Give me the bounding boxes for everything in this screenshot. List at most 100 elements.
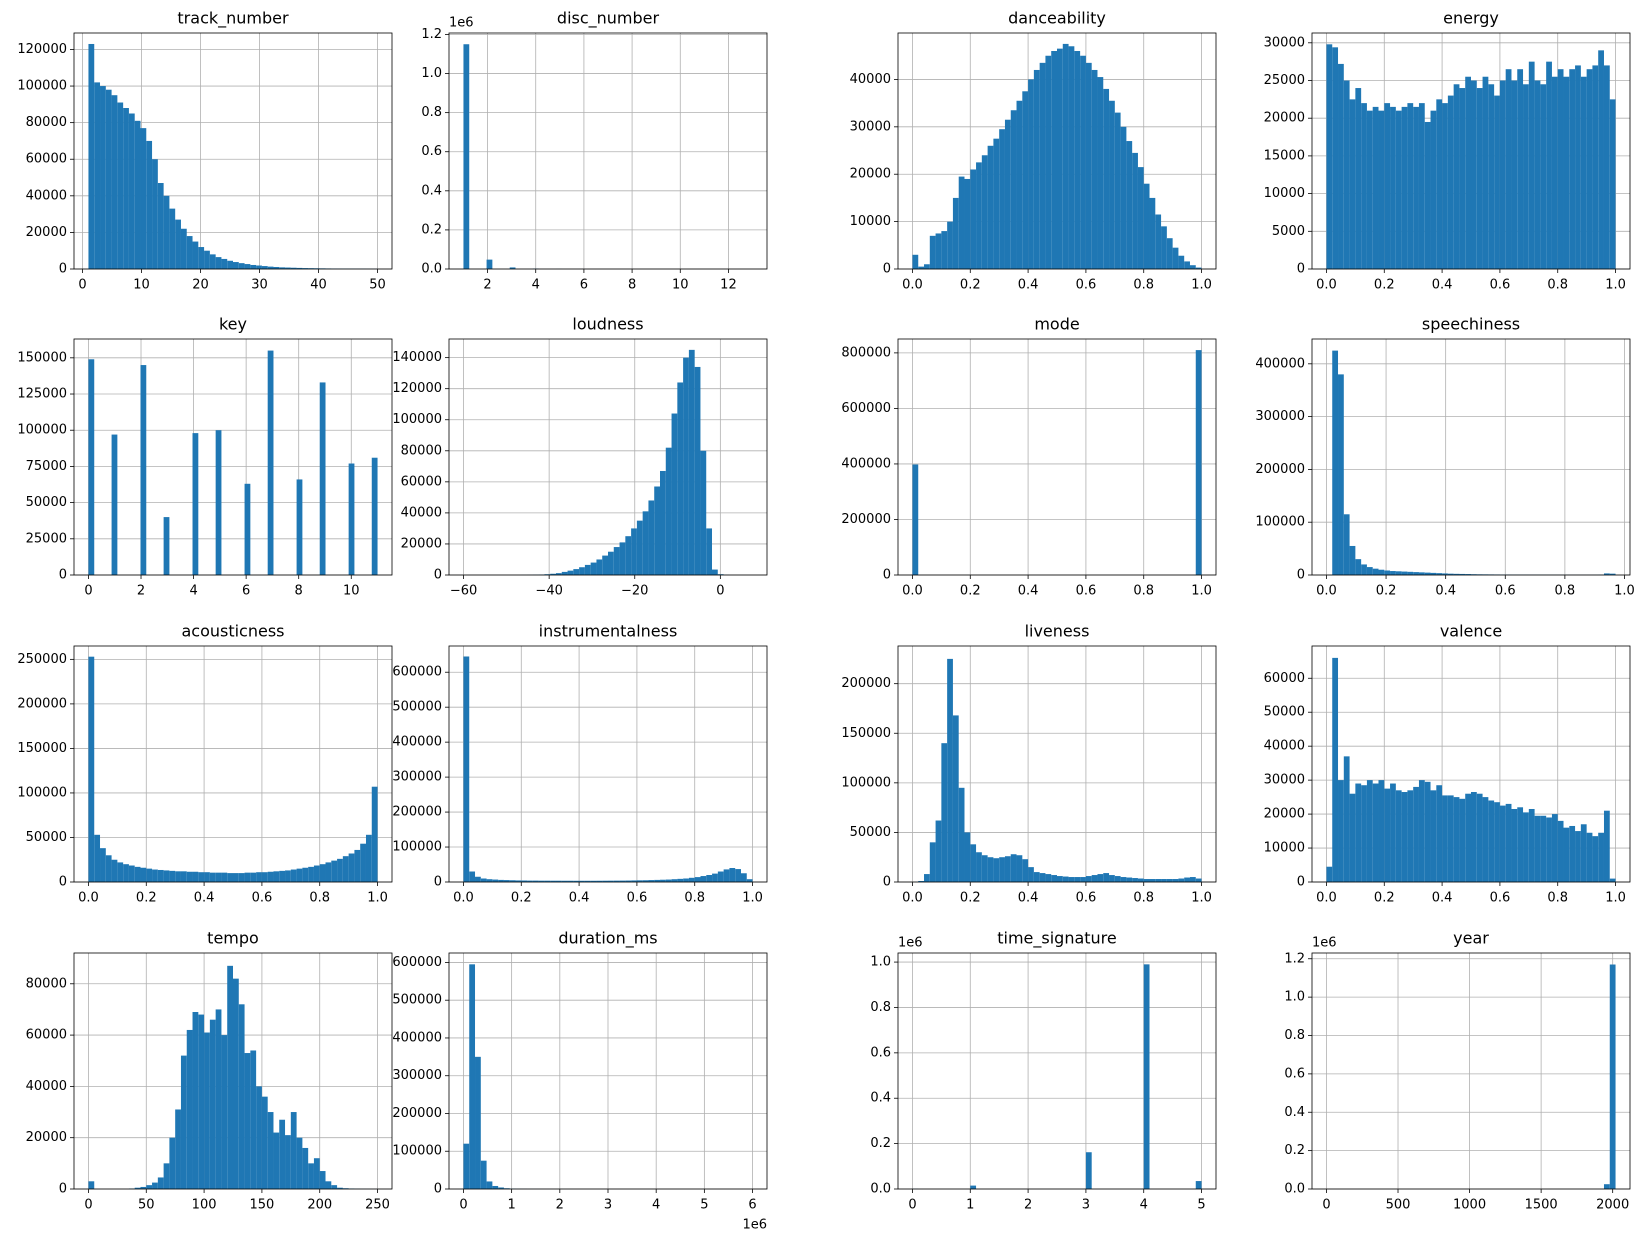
bar xyxy=(1350,794,1356,882)
y-tick-label: 10000 xyxy=(1264,186,1305,201)
bar xyxy=(1413,572,1419,575)
bar xyxy=(314,866,320,882)
bar xyxy=(596,559,602,575)
x-tick-label: 1.0 xyxy=(1605,278,1626,293)
bar xyxy=(152,870,158,882)
x-tick-label: 0.8 xyxy=(1133,891,1154,906)
bar xyxy=(1196,1181,1202,1189)
bar xyxy=(718,872,724,882)
bar xyxy=(320,382,326,575)
bar xyxy=(1581,77,1587,269)
bar xyxy=(1488,801,1494,882)
bar xyxy=(1604,65,1610,269)
y-tick-label: 0.6 xyxy=(870,1045,891,1060)
bar xyxy=(1196,350,1202,575)
bar xyxy=(487,879,493,882)
bar xyxy=(256,872,262,882)
bar xyxy=(181,229,187,269)
bar xyxy=(1610,879,1616,882)
y-tick-label: 60000 xyxy=(401,474,442,489)
x-tick-label: 0.2 xyxy=(960,278,981,293)
bar xyxy=(1344,81,1350,269)
bar xyxy=(1326,867,1332,882)
axes-frame xyxy=(74,646,392,882)
y-tick-label: 0.6 xyxy=(421,144,442,159)
bar xyxy=(250,1050,256,1189)
bar xyxy=(1332,47,1338,269)
bar xyxy=(1373,784,1379,882)
y-tick-label: 0.4 xyxy=(870,1091,891,1106)
bar xyxy=(291,870,297,882)
bar xyxy=(953,715,959,882)
bar xyxy=(469,872,475,882)
bar xyxy=(187,872,193,882)
bar xyxy=(88,657,94,882)
y-tick-label: 30000 xyxy=(1264,35,1305,50)
axes-frame xyxy=(1312,953,1630,1189)
bar xyxy=(475,877,481,882)
bar xyxy=(164,870,170,882)
x-tick-label: −40 xyxy=(535,584,562,599)
bar xyxy=(169,209,175,269)
bar xyxy=(677,382,683,575)
y-tick-label: 80000 xyxy=(26,976,67,991)
x-tick-label: 1.0 xyxy=(1614,584,1635,599)
bar xyxy=(648,500,654,575)
bar xyxy=(308,867,314,882)
y-tick-label: 25000 xyxy=(26,531,67,546)
bar xyxy=(210,873,216,882)
bar xyxy=(221,259,227,269)
y-tick-label: 0.0 xyxy=(1284,1182,1305,1197)
y-tick-label: 200000 xyxy=(1255,462,1305,477)
bar xyxy=(152,159,158,269)
y-tick-label: 400000 xyxy=(392,735,442,750)
x-tick-label: 3 xyxy=(604,1198,612,1213)
axes-frame xyxy=(449,339,767,575)
bar xyxy=(1436,99,1442,269)
bar xyxy=(1477,794,1483,882)
x-tick-label: 1 xyxy=(966,1198,974,1213)
y-offset-text: 1e6 xyxy=(449,16,474,31)
bar xyxy=(372,787,378,882)
bar xyxy=(941,743,947,882)
bar xyxy=(706,528,712,575)
bar xyxy=(585,565,591,575)
bar xyxy=(1373,569,1379,575)
bar xyxy=(1040,873,1046,882)
y-offset-text: 1e6 xyxy=(898,936,923,951)
bar xyxy=(169,871,175,882)
bar xyxy=(343,856,349,882)
bar xyxy=(129,113,135,269)
y-tick-label: 0.2 xyxy=(421,222,442,237)
bar xyxy=(1465,794,1471,882)
bar xyxy=(1063,877,1069,882)
bar xyxy=(1390,571,1396,575)
bar xyxy=(469,964,475,1189)
bar xyxy=(1506,804,1512,882)
bar xyxy=(1196,879,1202,882)
bar xyxy=(262,872,268,882)
bar xyxy=(164,517,170,575)
bar xyxy=(1425,782,1431,882)
bar xyxy=(1022,91,1028,269)
bar xyxy=(936,233,942,269)
bar xyxy=(1344,514,1350,575)
x-tick-label: 6 xyxy=(748,1198,756,1213)
bar xyxy=(959,788,965,882)
y-tick-label: 0 xyxy=(434,568,442,583)
bar xyxy=(562,572,568,575)
bar xyxy=(1569,826,1575,882)
x-tick-label: 1.0 xyxy=(1605,891,1626,906)
y-tick-label: 20000 xyxy=(850,167,891,182)
bar xyxy=(964,832,970,882)
bar xyxy=(463,1144,469,1189)
bar xyxy=(1448,96,1454,269)
bar xyxy=(1045,874,1051,882)
x-tick-label: 0 xyxy=(84,584,92,599)
bar xyxy=(1155,879,1161,882)
bar xyxy=(1610,965,1616,1189)
